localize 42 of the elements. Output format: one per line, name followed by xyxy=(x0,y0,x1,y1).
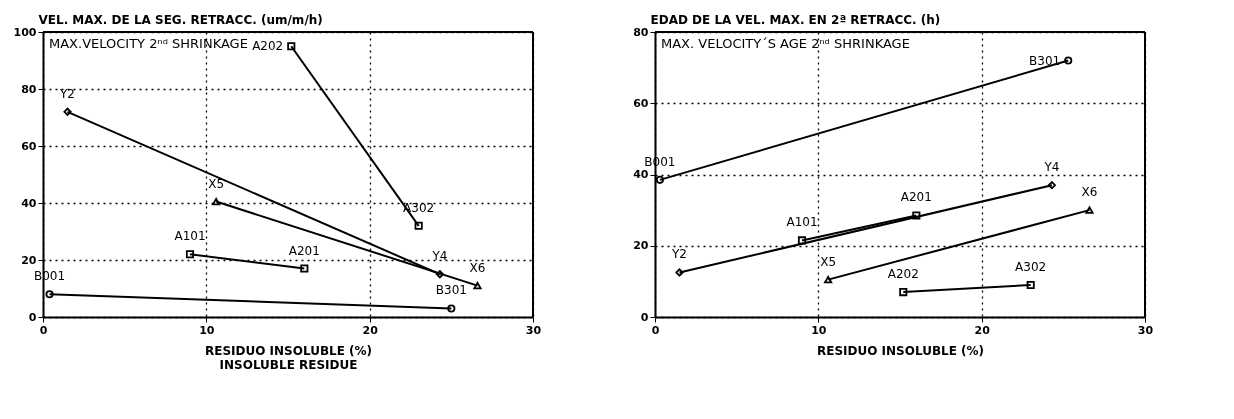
annotation: A302 xyxy=(1015,259,1047,274)
y-axis-title: VEL. MAX. DE LA SEG. RETRACC. (um/m/h) xyxy=(38,12,323,27)
annotation: A202 xyxy=(252,39,284,54)
y-tick-label: 80 xyxy=(21,82,37,96)
y-tick-label: 20 xyxy=(633,239,649,253)
annotation: Y4 xyxy=(431,249,448,264)
x-tick-label: 0 xyxy=(39,323,48,337)
annotation: A101 xyxy=(786,215,818,230)
y-axis-title: EDAD DE LA VEL. MAX. EN 2ª RETRACC. (h) xyxy=(650,12,941,27)
y-tick-label: 60 xyxy=(633,96,649,110)
y-tick-label: 100 xyxy=(13,25,37,39)
x-tick-label: 30 xyxy=(1137,323,1154,337)
annotation: MAX. VELOCITY´S AGE 2ⁿᵈ SHRINKAGE xyxy=(661,36,910,51)
annotation: Y2 xyxy=(59,86,75,101)
annotation: A101 xyxy=(174,229,206,244)
annotation: X6 xyxy=(469,260,486,275)
y-tick-label: 60 xyxy=(21,139,37,153)
x-tick-label: 20 xyxy=(362,323,379,337)
annotation: X6 xyxy=(1081,185,1098,200)
annotation: X5 xyxy=(208,176,225,191)
x-tick-label: 10 xyxy=(199,323,215,337)
x-tick-label: 20 xyxy=(974,323,991,337)
annotation: A201 xyxy=(900,190,932,205)
annotation: A201 xyxy=(288,243,320,258)
annotation: Y4 xyxy=(1043,160,1060,175)
y-tick-label: 40 xyxy=(21,196,37,210)
y-tick-label: 80 xyxy=(633,25,649,39)
annotation: X5 xyxy=(820,254,837,269)
x-tick-label: 30 xyxy=(525,323,542,337)
annotation: MAX.VELOCITY 2ⁿᵈ SHRINKAGE xyxy=(49,36,248,51)
annotation: Y2 xyxy=(671,247,687,262)
x-tick-label: 10 xyxy=(811,323,827,337)
x-axis-title: RESIDUO INSOLUBLE (%) INSOLUBLE RESIDUE xyxy=(204,343,373,372)
y-tick-label: 0 xyxy=(640,310,649,324)
annotation: B301 xyxy=(435,283,467,298)
x-axis-title: RESIDUO INSOLUBLE (%) xyxy=(816,343,985,358)
y-tick-label: 0 xyxy=(28,310,37,324)
annotation: B301 xyxy=(1029,53,1061,68)
y-tick-label: 40 xyxy=(633,168,649,181)
x-tick-label: 0 xyxy=(651,323,660,337)
y-tick-label: 20 xyxy=(21,253,37,267)
annotation: A202 xyxy=(887,267,919,282)
